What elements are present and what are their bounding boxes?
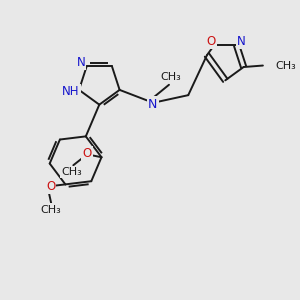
Text: CH₃: CH₃ — [61, 167, 82, 177]
Text: CH₃: CH₃ — [41, 205, 62, 214]
Text: N: N — [148, 98, 158, 111]
Text: NH: NH — [62, 85, 80, 98]
Text: N: N — [76, 56, 85, 69]
Text: CH₃: CH₃ — [275, 61, 296, 70]
Text: O: O — [82, 147, 92, 160]
Text: CH₃: CH₃ — [160, 72, 181, 82]
Text: O: O — [206, 34, 216, 47]
Text: O: O — [46, 180, 55, 193]
Text: N: N — [237, 34, 245, 47]
